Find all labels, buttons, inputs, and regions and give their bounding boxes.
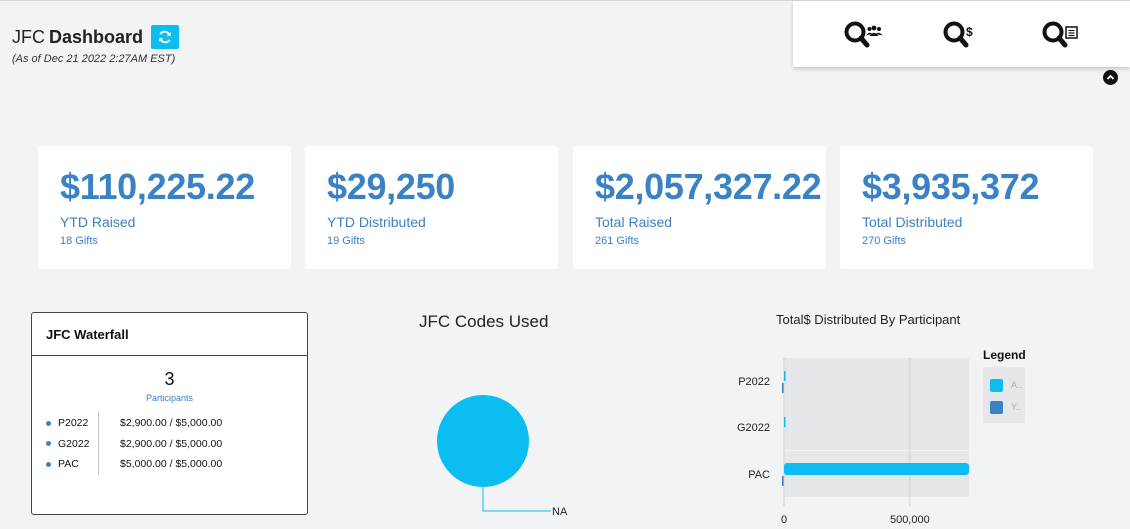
stat-sub: 270 Gifts — [862, 235, 907, 247]
stat-label: YTD Raised — [60, 214, 136, 230]
dashboard-header: JFC Dashboard (As of Dec 21 2022 2:27AM … — [12, 25, 180, 65]
page-title-prefix: JFC — [12, 26, 45, 47]
chart-legend: Legend A.. Y.. — [983, 348, 1026, 423]
stat-label: YTD Distributed — [327, 214, 426, 230]
x-tick-label: 500,000 — [890, 514, 930, 526]
as-of-timestamp: (As of Dec 21 2022 2:27AM EST) — [12, 53, 176, 65]
legend-item[interactable]: Y.. — [990, 396, 1025, 418]
pie-slice[interactable] — [437, 395, 529, 487]
search-participants-button[interactable] — [841, 16, 885, 52]
stat-sub: 261 Gifts — [595, 235, 640, 247]
list-item: G2022 $2,900.00 / $5,000.00 — [46, 434, 307, 455]
stat-value: $29,250 — [327, 166, 456, 207]
list-item: P2022 $2,900.00 / $5,000.00 — [46, 413, 307, 434]
stat-label: Total Distributed — [862, 214, 963, 230]
bar[interactable] — [784, 417, 786, 427]
legend-swatch — [990, 378, 1003, 392]
participant-name: G2022 — [58, 437, 90, 450]
bullet-icon — [46, 420, 51, 426]
list-item: PAC $5,000.00 / $5,000.00 — [46, 454, 307, 475]
search-people-icon — [844, 21, 882, 48]
bar-row-background — [784, 404, 969, 450]
stat-value: $3,935,372 — [862, 166, 1040, 207]
pie-chart-title: JFC Codes Used — [419, 312, 549, 331]
bar[interactable] — [782, 476, 784, 486]
bar[interactable] — [784, 463, 969, 475]
title-row: JFC Dashboard — [12, 25, 180, 49]
page-title: Dashboard — [49, 26, 144, 47]
legend-box: A.. Y.. — [983, 367, 1025, 423]
category-tick-label: P2022 — [738, 376, 770, 388]
stat-card-total-distributed: $3,935,372 Total Distributed 270 Gifts — [840, 146, 1093, 269]
legend-swatch — [990, 400, 1003, 414]
participant-amount: $5,000.00 / $5,000.00 — [120, 458, 223, 471]
stat-card-ytd-distributed: $29,250 YTD Distributed 19 Gifts — [305, 146, 558, 269]
bullet-icon — [46, 461, 51, 467]
chevron-up-icon — [1106, 74, 1115, 80]
waterfall-panel: JFC Waterfall 3 Participants P2022 $2,90… — [31, 312, 308, 515]
legend-label: Y.. — [1011, 402, 1021, 412]
refresh-button[interactable] — [151, 25, 180, 49]
legend-item[interactable]: A.. — [990, 374, 1025, 396]
search-list-icon — [1042, 21, 1078, 48]
bar-row-background — [784, 358, 969, 404]
legend-title: Legend — [983, 348, 1026, 362]
refresh-icon — [159, 30, 171, 44]
legend-label: A.. — [1011, 380, 1023, 390]
participant-name: PAC — [58, 458, 79, 471]
stat-card-total-raised: $2,057,327.22 Total Raised 261 Gifts — [573, 146, 826, 269]
category-tick-label: G2022 — [737, 422, 770, 434]
waterfall-title: JFC Waterfall — [32, 313, 307, 356]
x-tick-label: 0 — [781, 514, 787, 526]
pie-slice-label: NA — [552, 506, 568, 518]
search-dollar-icon: $ — [943, 21, 973, 48]
participant-count-label: Participants — [145, 393, 194, 403]
bar-chart-title: Total$ Distributed By Participant — [776, 312, 961, 327]
distributed-bar-chart: P2022 G2022 PAC 0 500,000 — [737, 358, 969, 526]
pie-label-leader — [482, 487, 551, 512]
stat-sub: 18 Gifts — [60, 235, 98, 247]
collapse-button[interactable] — [1103, 70, 1118, 85]
participant-count: 3 — [164, 369, 175, 389]
waterfall-divider — [98, 411, 99, 475]
bar[interactable] — [784, 371, 786, 381]
stat-value: $110,225.22 — [60, 166, 255, 207]
stat-label: Total Raised — [595, 214, 673, 230]
jfc-codes-pie-chart: NA — [437, 395, 568, 518]
category-tick-label: PAC — [748, 469, 770, 481]
stat-card-ytd-raised: $110,225.22 YTD Raised 18 Gifts — [38, 146, 291, 269]
stat-value: $2,057,327.22 — [595, 166, 822, 207]
search-donations-button[interactable]: $ — [940, 16, 984, 52]
search-records-button[interactable] — [1039, 16, 1083, 52]
waterfall-list: P2022 $2,900.00 / $5,000.00 G2022 $2,900… — [46, 411, 307, 475]
stat-sub: 19 Gifts — [327, 235, 365, 247]
participant-name: P2022 — [58, 417, 89, 430]
participant-amount: $2,900.00 / $5,000.00 — [120, 437, 223, 450]
participant-amount: $2,900.00 / $5,000.00 — [120, 417, 223, 430]
bullet-icon — [46, 441, 51, 447]
bar[interactable] — [782, 383, 784, 393]
svg-text:$: $ — [966, 25, 973, 39]
search-toolbar: $ — [793, 1, 1130, 67]
